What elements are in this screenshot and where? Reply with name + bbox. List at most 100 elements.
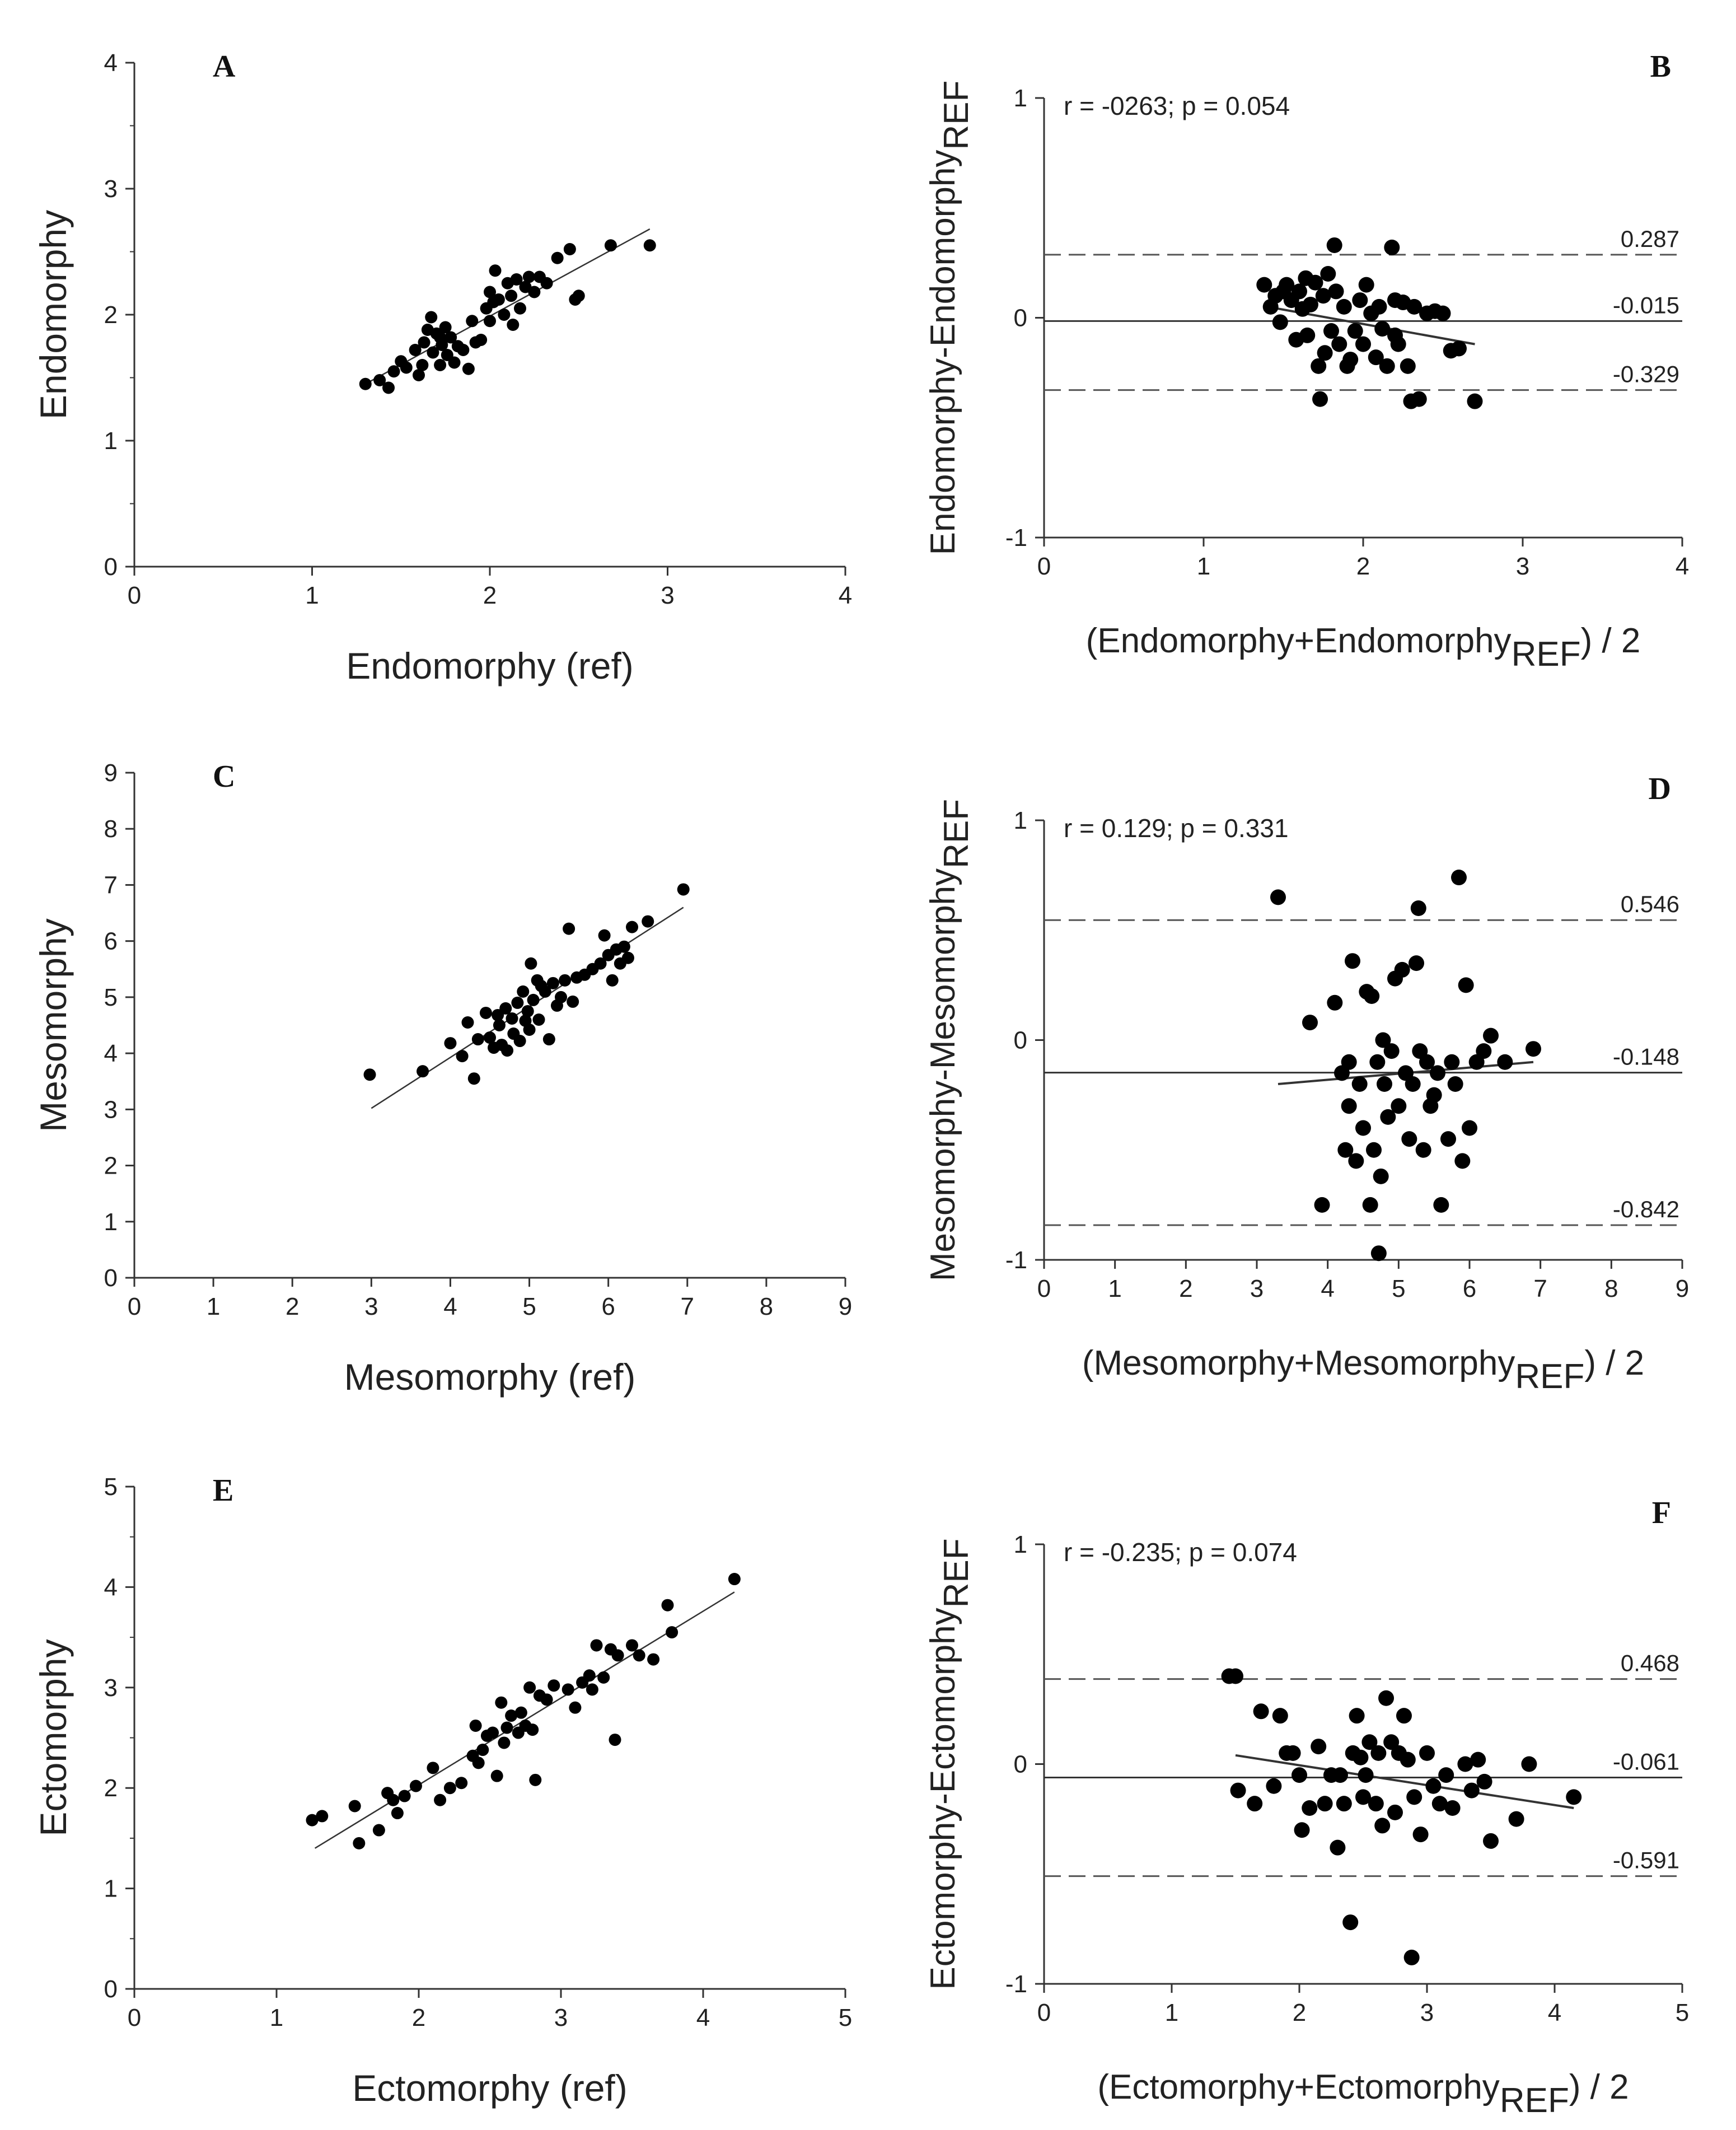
data-point xyxy=(439,321,452,334)
y-tick-label: 1 xyxy=(1014,85,1027,112)
stat-annotation: r = -0263; p = 0.054 xyxy=(1064,91,1290,120)
data-point xyxy=(417,1065,429,1078)
x-tick-label: 7 xyxy=(681,1293,694,1320)
data-point xyxy=(1457,1756,1473,1772)
y-tick-label: 0 xyxy=(1014,305,1027,332)
data-point xyxy=(1394,961,1410,978)
data-point xyxy=(1347,323,1363,339)
data-point xyxy=(1433,1197,1449,1213)
data-point xyxy=(1270,889,1286,905)
y-tick-label: -1 xyxy=(1005,524,1027,552)
regression-line xyxy=(365,228,651,385)
data-point xyxy=(1451,340,1467,357)
panel-label: F xyxy=(1652,1496,1671,1530)
data-point xyxy=(1374,1818,1391,1834)
data-point xyxy=(372,1824,385,1837)
data-point xyxy=(427,346,439,359)
data-point xyxy=(443,1782,456,1795)
x-tick-label: 5 xyxy=(522,1293,536,1320)
data-point xyxy=(501,1044,514,1057)
data-point xyxy=(1358,1767,1374,1783)
x-tick-label: 4 xyxy=(443,1293,457,1320)
data-point xyxy=(434,331,447,344)
data-point xyxy=(642,915,654,928)
y-tick-label: 1 xyxy=(1014,807,1027,834)
data-point xyxy=(1462,1120,1477,1136)
x-tick-label: 4 xyxy=(1548,1999,1561,2026)
data-point xyxy=(1521,1756,1537,1772)
data-point xyxy=(1342,352,1359,368)
y-tick-label: 3 xyxy=(104,1096,118,1123)
panel-a: 0 1 2 3 4 0 1 2 3 4 A Endomorphy (ref) Endomorphy xyxy=(32,49,852,686)
data-point xyxy=(1431,1796,1448,1812)
data-point xyxy=(1247,1796,1263,1812)
data-point xyxy=(1380,1109,1396,1125)
data-point xyxy=(511,996,524,1009)
data-point xyxy=(540,1693,553,1706)
stat-annotation: r = 0.129; p = 0.331 xyxy=(1064,814,1289,843)
data-point xyxy=(626,1639,638,1652)
data-point xyxy=(1332,1767,1348,1783)
x-tick-label: 3 xyxy=(1516,553,1529,580)
data-point xyxy=(475,334,488,346)
data-point xyxy=(1409,955,1424,971)
data-point xyxy=(523,1024,536,1036)
x-tick-label: 8 xyxy=(1604,1275,1618,1302)
data-point xyxy=(1345,953,1360,969)
data-point xyxy=(353,1837,366,1849)
x-tick-label: 1 xyxy=(1197,553,1210,580)
data-point xyxy=(1370,1745,1387,1761)
data-point xyxy=(1444,1800,1461,1816)
data-point xyxy=(1302,1015,1318,1031)
data-point xyxy=(498,1736,511,1749)
x-tick-label: 0 xyxy=(1037,1275,1051,1302)
x-tick-label: 4 xyxy=(1676,553,1689,580)
data-point xyxy=(1415,1142,1431,1158)
y-tick-label: 1 xyxy=(104,427,118,455)
data-point xyxy=(542,1033,555,1046)
data-point xyxy=(1467,393,1483,409)
x-tick-label: 3 xyxy=(1420,1999,1434,2026)
data-point xyxy=(563,922,575,935)
data-point xyxy=(1317,1796,1333,1812)
data-point xyxy=(1377,1076,1392,1092)
data-point xyxy=(1302,296,1318,312)
data-point xyxy=(1341,1098,1357,1114)
x-axis-label: Endomorphy (ref) xyxy=(346,645,634,686)
data-point xyxy=(1364,988,1380,1004)
y-tick-label: 8 xyxy=(104,815,118,843)
y-tick-label: 6 xyxy=(104,928,118,955)
data-point xyxy=(677,883,690,896)
data-point xyxy=(1253,1703,1269,1720)
x-tick-label: 0 xyxy=(1037,1999,1051,2026)
x-tick-label: 9 xyxy=(839,1293,852,1320)
x-axis-label-end: ) / 2 xyxy=(1584,1344,1644,1382)
data-point xyxy=(1299,327,1316,343)
data-point xyxy=(525,957,537,970)
data-point xyxy=(1302,1800,1318,1816)
x-tick-label: 1 xyxy=(1165,1999,1178,2026)
stat-annotation: r = -0.235; p = 0.074 xyxy=(1064,1538,1297,1567)
data-point xyxy=(1292,1767,1307,1783)
data-point xyxy=(1272,314,1288,330)
data-point xyxy=(617,940,630,953)
y-tick-label: 1 xyxy=(104,1208,118,1236)
data-point xyxy=(1383,1734,1400,1750)
data-point xyxy=(1256,277,1272,293)
x-axis-label: Mesomorphy (ref) xyxy=(344,1356,636,1398)
x-axis-label: (Endomorphy+EndomorphyREF) / 2 xyxy=(1086,622,1641,674)
x-tick-label: 2 xyxy=(1356,553,1370,580)
y-tick-label: 3 xyxy=(104,1674,118,1702)
data-point xyxy=(513,1035,526,1048)
y-tick-label: 2 xyxy=(104,1774,118,1802)
y-tick-label: 4 xyxy=(104,1040,118,1067)
data-point xyxy=(1307,274,1323,291)
data-point xyxy=(1370,1245,1387,1262)
data-point xyxy=(609,1734,621,1746)
data-point xyxy=(1352,292,1368,309)
data-point xyxy=(1292,283,1307,300)
data-point xyxy=(490,1769,503,1782)
data-point xyxy=(387,1793,400,1806)
y-tick-label: 0 xyxy=(104,1975,118,2003)
